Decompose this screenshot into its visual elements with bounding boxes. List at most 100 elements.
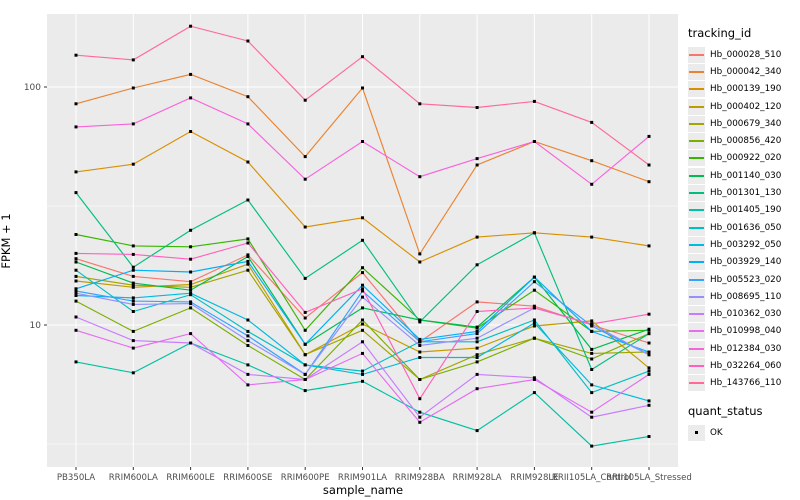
data-point [131, 310, 135, 313]
data-point [647, 163, 651, 167]
legend-item: Hb_001405_190 [688, 202, 800, 219]
data-point [74, 191, 78, 195]
data-point [74, 360, 78, 364]
data-point [418, 318, 422, 322]
data-point [74, 257, 78, 261]
data-point [361, 372, 364, 376]
legend-item: Hb_008695_110 [688, 288, 800, 305]
data-point [246, 363, 250, 367]
data-point [246, 268, 250, 272]
data-point [418, 340, 422, 344]
data-point [532, 304, 536, 308]
data-point [647, 353, 651, 357]
data-point [189, 280, 193, 284]
legend-key-line [688, 375, 705, 392]
data-point [418, 320, 422, 324]
legend-key-line [688, 98, 705, 115]
legend-key-line [688, 288, 705, 305]
data-point [590, 383, 594, 387]
data-point [418, 252, 422, 256]
data-point [590, 347, 594, 351]
legend-key-line [688, 81, 705, 98]
data-point [361, 379, 364, 383]
data-point [361, 351, 364, 355]
data-point [475, 356, 479, 359]
data-point [131, 283, 135, 287]
x-tick-label: RRIM928LA [453, 473, 502, 483]
legend-title-tracking-id: tracking_id [688, 26, 752, 40]
data-point [74, 291, 78, 295]
data-point [74, 279, 78, 283]
legend-item-label: Hb_008695_110 [710, 291, 782, 302]
data-point [532, 391, 536, 395]
data-point [246, 259, 250, 263]
data-point [475, 372, 479, 376]
data-point [74, 233, 78, 236]
data-point [131, 296, 135, 300]
data-point [532, 280, 536, 284]
legend-key-line [688, 254, 705, 271]
legend-item-label: OK [710, 427, 723, 438]
x-tick-label: RRIM600LE [166, 473, 215, 483]
data-point [189, 130, 193, 133]
data-point [647, 134, 651, 138]
legend-item: Hb_003929_140 [688, 254, 800, 271]
legend-item: Hb_000402_120 [688, 98, 800, 115]
data-point [361, 287, 364, 291]
data-point [131, 371, 135, 375]
data-point [74, 125, 78, 129]
data-point [418, 102, 422, 106]
data-point [131, 268, 135, 272]
data-point [189, 306, 193, 310]
data-point [303, 363, 307, 367]
line-swatch [689, 295, 704, 298]
line-swatch [689, 330, 704, 333]
line-swatch [689, 278, 704, 281]
line-swatch [689, 192, 704, 195]
data-point [303, 328, 307, 332]
y-tick-label: 100 [24, 83, 41, 93]
data-point [475, 329, 479, 333]
data-point [189, 291, 193, 295]
data-point [361, 369, 364, 373]
line-swatch [689, 157, 704, 160]
data-point [590, 159, 594, 163]
data-point [131, 122, 135, 126]
data-point [532, 231, 536, 235]
legend-key-point [688, 424, 705, 441]
legend-item: Hb_001636_050 [688, 219, 800, 236]
data-point [74, 294, 78, 297]
data-point [131, 274, 135, 278]
line-swatch [689, 226, 704, 229]
x-tick-label: RRIM928LE [510, 473, 559, 483]
data-point [590, 357, 594, 361]
data-point [246, 339, 250, 343]
legend-key-line [688, 202, 705, 219]
data-point [361, 322, 364, 326]
legend-key-line [688, 340, 705, 357]
line-swatch [689, 347, 704, 350]
data-point [246, 262, 250, 266]
legend-title-quant-status: quant_status [688, 403, 763, 418]
data-point [532, 324, 536, 328]
data-point [74, 328, 78, 332]
data-point [475, 387, 479, 391]
data-point [189, 332, 193, 336]
data-point [74, 287, 78, 291]
data-point [590, 351, 594, 355]
data-point [590, 329, 594, 333]
data-point [246, 383, 250, 387]
legend-item: Hb_000922_020 [688, 150, 800, 167]
data-point [189, 283, 193, 286]
data-point [246, 372, 250, 376]
data-point [361, 340, 364, 344]
data-point [303, 225, 307, 229]
data-point [189, 72, 193, 76]
data-point [418, 337, 422, 341]
data-point [189, 302, 193, 306]
data-points [74, 24, 651, 448]
legend-item: Hb_000139_190 [688, 81, 800, 98]
legend-item-label: Hb_000679_340 [710, 118, 782, 129]
